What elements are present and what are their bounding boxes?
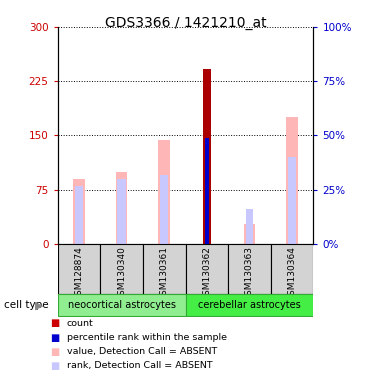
Bar (228, 244, 271, 294)
Text: ■: ■ (50, 361, 59, 371)
Bar (186, 294, 313, 316)
Bar (58, 294, 186, 316)
Bar (115, 172, 128, 244)
Bar (186, 244, 228, 294)
Text: GDS3366 / 1421210_at: GDS3366 / 1421210_at (105, 16, 266, 30)
Text: GSM130364: GSM130364 (288, 247, 297, 301)
Bar (203, 69, 211, 244)
Bar (271, 244, 313, 294)
Bar (246, 209, 253, 244)
Bar (143, 244, 186, 294)
Bar (160, 175, 168, 244)
Text: GSM130340: GSM130340 (117, 247, 126, 301)
Text: GSM128874: GSM128874 (74, 247, 83, 301)
Text: ■: ■ (50, 347, 59, 357)
Text: cerebellar astrocytes: cerebellar astrocytes (198, 300, 301, 310)
Text: percentile rank within the sample: percentile rank within the sample (67, 333, 227, 342)
Text: neocortical astrocytes: neocortical astrocytes (68, 300, 175, 310)
Bar (286, 117, 298, 244)
Text: GSM130362: GSM130362 (202, 247, 211, 301)
Text: ■: ■ (50, 318, 59, 328)
Bar (243, 223, 256, 244)
Bar (117, 179, 126, 244)
Text: rank, Detection Call = ABSENT: rank, Detection Call = ABSENT (67, 361, 213, 371)
Text: cell type: cell type (4, 300, 48, 310)
Bar (288, 157, 296, 244)
Text: count: count (67, 319, 93, 328)
Text: value, Detection Call = ABSENT: value, Detection Call = ABSENT (67, 347, 217, 356)
Bar (75, 186, 83, 244)
Text: ■: ■ (50, 333, 59, 343)
Bar (73, 179, 85, 244)
Bar (58, 244, 100, 294)
Text: GSM130363: GSM130363 (245, 247, 254, 301)
Text: ▶: ▶ (35, 300, 43, 310)
Bar (158, 141, 170, 244)
Bar (100, 244, 143, 294)
Bar (205, 137, 209, 244)
Text: GSM130361: GSM130361 (160, 247, 169, 301)
